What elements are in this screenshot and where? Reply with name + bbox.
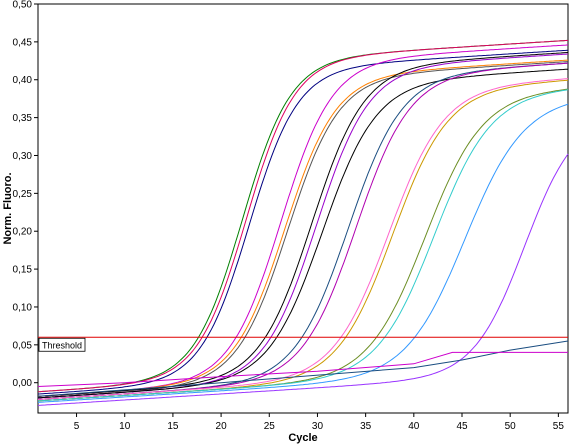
y-tick-label: 0,50 (13, 0, 33, 11)
series-line-7[interactable] (37, 52, 569, 397)
y-tick-label: 0,10 (13, 302, 33, 313)
x-axis-ticks: 5 10 15 20 25 30 35 40 45 50 55 (74, 413, 565, 432)
x-tick-label: 40 (408, 421, 420, 432)
x-tick-label: 5 (74, 421, 80, 432)
series-line-16[interactable] (37, 103, 569, 403)
y-tick-label: 0,35 (13, 113, 33, 124)
series-line-10[interactable] (37, 62, 569, 400)
x-tick-label: 55 (553, 421, 565, 432)
series-line-6[interactable] (37, 61, 569, 399)
plot-frame (37, 3, 569, 414)
y-axis-ticks: 0,00 0,05 0,10 0,15 0,20 0,25 0,30 0,35 0,40 0,45… (13, 0, 38, 389)
x-tick-label: 30 (312, 421, 324, 432)
x-tick-label: 25 (264, 421, 276, 432)
x-axis-title: Cycle (288, 432, 317, 444)
plot-area-border (37, 3, 569, 414)
y-tick-label: 0,00 (13, 378, 33, 389)
y-tick-label: 0,40 (13, 75, 33, 86)
x-tick-label: 15 (167, 421, 179, 432)
x-tick-label: 45 (456, 421, 468, 432)
y-tick-label: 0,20 (13, 227, 33, 238)
series-line-2[interactable] (37, 39, 569, 393)
x-tick-label: 35 (360, 421, 372, 432)
series-line-17[interactable] (37, 153, 569, 406)
y-tick-label: 0,15 (13, 265, 33, 276)
x-tick-label: 10 (119, 421, 131, 432)
series-line-11[interactable] (37, 62, 569, 400)
series-layer (37, 39, 569, 406)
y-tick-label: 0,05 (13, 340, 33, 351)
series-line-4[interactable] (37, 44, 569, 397)
series-line-12[interactable] (37, 78, 569, 400)
baseline-line-2[interactable] (37, 351, 568, 387)
series-line-9[interactable] (37, 68, 569, 399)
y-tick-label: 0,30 (13, 151, 33, 162)
threshold-label-box (38, 337, 86, 352)
y-axis-title: Norm. Fluoro. (2, 172, 14, 244)
x-tick-label: 50 (505, 421, 517, 432)
series-line-3[interactable] (37, 49, 569, 395)
y-tick-label: 0,45 (13, 37, 33, 48)
baseline-line-1[interactable] (37, 340, 569, 397)
threshold-label: Threshold (42, 340, 82, 350)
x-tick-label: 20 (216, 421, 228, 432)
series-line-15[interactable] (37, 89, 569, 402)
y-tick-label: 0,25 (13, 189, 33, 200)
threshold-layer: Threshold (38, 336, 568, 352)
